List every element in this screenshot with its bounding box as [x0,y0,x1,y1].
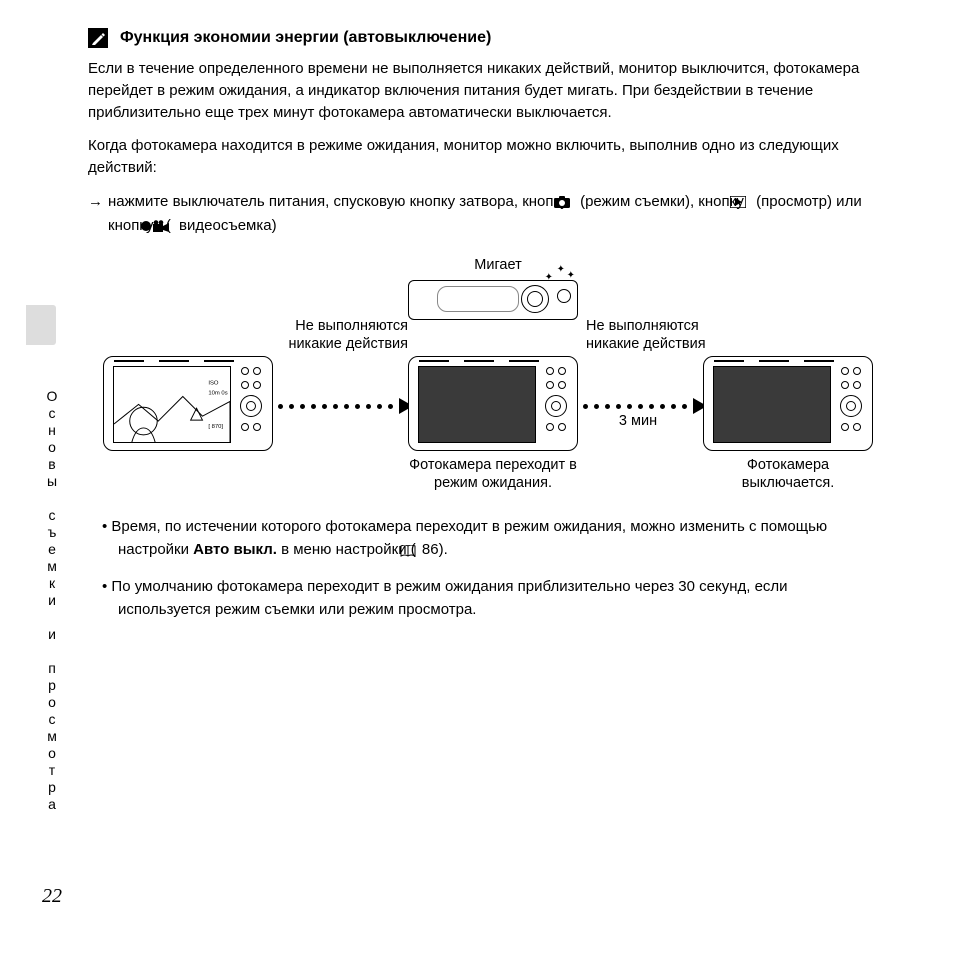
section-heading: Функция экономии энергии (автовыключение… [88,28,882,48]
arrow-right-icon: → [88,191,108,213]
dotted-arrow-1 [278,398,413,414]
label-noaction-1: Не выполняются никакие действия [268,317,408,353]
page-number: 22 [42,885,62,908]
bold-auto-off: Авто выкл. [193,541,277,558]
heading-text: Функция экономии энергии (автовыключение… [120,29,491,47]
arrow-text-2: (режим съемки), кнопку [576,193,748,210]
lcd-scene-icon: ISO 10m 0s [ 870] [114,367,230,443]
arrow-text-1: нажмите выключатель питания, спусковую к… [108,193,572,210]
camera-on: ISO 10m 0s [ 870] [103,356,273,451]
label-standby: Фотокамера переходит в режим ожидания. [388,456,598,492]
svg-text:[ 870]: [ 870] [208,424,223,430]
svg-text:ISO: ISO [208,381,219,387]
label-3min: 3 мин [608,412,668,430]
label-blinking: Мигает [453,256,543,274]
camera-off [703,356,873,451]
label-off: Фотокамера выключается. [703,456,873,492]
manual-page: Основы съемки и просмотра 22 Функция эко… [0,0,954,954]
pencil-note-icon [88,28,108,48]
camera-standby [408,356,578,451]
paragraph-1: Если в течение определенного времени не … [88,58,882,123]
svg-text:10m 0s: 10m 0s [208,391,227,397]
arrow-instruction: →нажмите выключатель питания, спусковую … [88,191,882,239]
power-save-diagram: Мигает ✦ ✦ ✦ Не выполняются никакие дейс… [88,256,883,496]
bullet-1: Время, по истечении которого фотокамера … [88,516,882,564]
arrow-text-5: видеосъемка) [175,217,277,234]
paragraph-2: Когда фотокамера находится в режиме ожид… [88,135,882,179]
label-noaction-2: Не выполняются никакие действия [586,317,726,353]
bullet-list: Время, по истечении которого фотокамера … [88,516,882,621]
chapter-label: Основы съемки и просмотра [44,388,60,813]
chapter-tab [26,305,56,345]
bullet-2: По умолчанию фотокамера переходит в режи… [88,576,882,621]
